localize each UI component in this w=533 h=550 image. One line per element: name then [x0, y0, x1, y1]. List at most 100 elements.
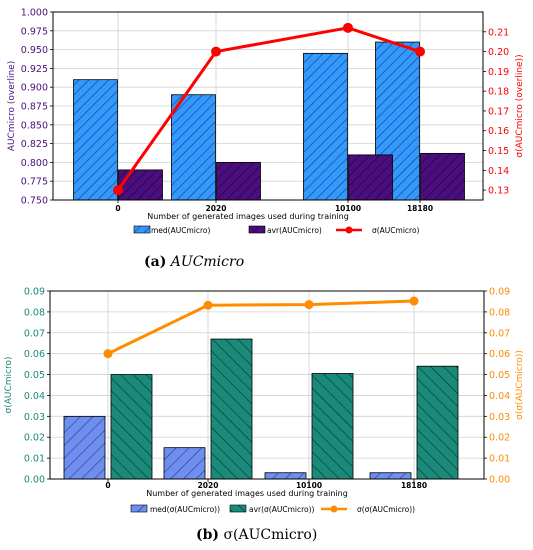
caption-b: (b) σ(AUCmicro) [196, 527, 317, 543]
y2-tick-label: 0.02 [489, 433, 510, 444]
legend-swatch-marker [330, 505, 338, 513]
y2-tick-label: 0.00 [489, 475, 510, 486]
y-tick-label: 0.07 [24, 328, 45, 339]
line-point [203, 300, 213, 310]
y-tick-label: 0.09 [24, 287, 45, 298]
caption-a: (a) AUCmicro [144, 254, 244, 270]
bar-med(AUCmicro) [171, 94, 216, 201]
bar-med(σ(AUCmicro)) [63, 415, 106, 480]
y-tick-label: 0.04 [24, 391, 45, 402]
bar-avr(AUCmicro) [348, 154, 393, 201]
line-point [343, 22, 353, 33]
legend-swatch [133, 225, 151, 234]
bar-avr(σ(AUCmicro)) [311, 373, 354, 480]
y-tick-label: 0.925 [21, 64, 48, 75]
y2-tick-label: 0.07 [489, 328, 510, 339]
y-tick-label: 0.950 [21, 45, 48, 56]
y2-axis-title: σ(σ(AUCmicro)) [515, 350, 525, 420]
y2-tick-label: 0.06 [489, 349, 510, 360]
y2-tick-label: 0.18 [488, 87, 509, 98]
x-tick-label: 0 [115, 204, 120, 213]
line-series-σ(AUCmicro) [116, 26, 421, 191]
y-tick-label: 0.08 [24, 307, 45, 318]
legend-swatch [130, 504, 148, 513]
y2-tick-label: 0.14 [488, 166, 509, 177]
y-tick-label: 0.875 [21, 102, 48, 113]
caption-a-text: AUCmicro [170, 254, 245, 270]
y2-tick-label: 0.09 [489, 287, 510, 298]
bar-avr(AUCmicro) [118, 169, 163, 201]
y2-tick-label: 0.05 [489, 370, 510, 381]
bar-med(AUCmicro) [73, 79, 118, 201]
legend-label: σ(σ(AUCmicro)) [357, 505, 415, 514]
y-tick-label: 0.05 [24, 370, 45, 381]
y-tick-label: 0.750 [21, 196, 48, 207]
caption-b-text: σ(AUCmicro) [223, 527, 318, 543]
chart-panel-b: 0.00 0.01 0.02 0.03 0.04 0.05 0.06 0.07 0.08 0.09… [4, 287, 525, 515]
bar-avr(σ(AUCmicro)) [110, 374, 153, 480]
y-tick-label: 0.975 [21, 26, 48, 37]
line-point [211, 46, 221, 57]
line-point [415, 46, 425, 57]
chart-panel-a: 0.750 0.775 0.800 0.825 0.850 0.875 0.900 0.925… [7, 8, 525, 236]
caption-b-tag: (b) [196, 527, 220, 543]
legend-label: med(AUCmicro) [151, 226, 210, 235]
y2-tick-label: 0.04 [489, 391, 510, 402]
y-axis-title: AUCmicro (overline) [7, 61, 17, 151]
caption-a-tag: (a) [144, 254, 167, 270]
y2-tick-label: 0.01 [489, 454, 510, 465]
y-tick-label: 0.03 [24, 412, 45, 423]
legend-label: σ(AUCmicro) [372, 226, 420, 235]
y2-tick-label: 0.13 [488, 186, 509, 197]
x-axis-title: Number of generated images used during t… [147, 212, 349, 221]
y2-tick-label: 0.03 [489, 412, 510, 423]
legend: med(AUCmicro) avr(AUCmicro) σ(AUCmicro) [133, 225, 420, 235]
bar-avr(AUCmicro) [420, 152, 465, 201]
x-tick-label: 2020 [198, 481, 219, 490]
line-point [113, 185, 123, 196]
line-series-σ(σ(AUCmicro)) [107, 299, 415, 356]
y2-tick-label: 0.17 [488, 106, 509, 117]
legend-swatch [248, 225, 266, 234]
legend-label: med(σ(AUCmicro)) [150, 505, 220, 514]
bar-med(σ(AUCmicro)) [163, 447, 206, 480]
y2-tick-label: 0.20 [488, 47, 509, 58]
bar-avr(AUCmicro) [216, 161, 261, 201]
bar-avr(σ(AUCmicro)) [416, 365, 459, 480]
bar-avr(σ(AUCmicro)) [210, 338, 253, 480]
x-tick-label: 10100 [335, 204, 361, 213]
line-point [103, 349, 113, 359]
y-tick-label: 0.825 [21, 139, 48, 150]
legend: med(σ(AUCmicro)) avr(σ(AUCmicro)) σ(σ(AUCm… [130, 504, 415, 514]
y2-tick-label: 0.15 [488, 146, 509, 157]
y-tick-label: 1.000 [21, 8, 48, 19]
y-tick-label: 0.850 [21, 120, 48, 131]
y2-tick-label: 0.08 [489, 307, 510, 318]
x-tick-label: 18180 [401, 481, 427, 490]
x-axis-title: Number of generated images used during t… [146, 489, 348, 498]
bar-med(σ(AUCmicro)) [369, 472, 412, 480]
plot-frame [49, 290, 485, 480]
bar-med(AUCmicro) [303, 52, 348, 201]
y2-axis-title: σ(AUCmicro (overline)) [515, 54, 525, 157]
legend-swatch [229, 504, 247, 513]
y-tick-label: 0.06 [24, 349, 45, 360]
legend-swatch-marker [345, 226, 353, 234]
x-tick-label: 2020 [206, 204, 227, 213]
legend-label: avr(AUCmicro) [267, 226, 322, 235]
line-point [409, 296, 419, 306]
y-tick-label: 0.800 [21, 158, 48, 169]
y2-tick-label: 0.21 [488, 27, 509, 38]
legend-label: avr(σ(AUCmicro)) [249, 505, 315, 514]
y-tick-label: 0.01 [24, 454, 45, 465]
y-tick-label: 0.775 [21, 177, 48, 188]
y-tick-label: 0.900 [21, 83, 48, 94]
y2-tick-label: 0.16 [488, 126, 509, 137]
x-tick-label: 10100 [296, 481, 322, 490]
y-tick-label: 0.00 [24, 475, 45, 486]
y-tick-label: 0.02 [24, 433, 45, 444]
y-axis-title: σ(AUCmicro) [4, 357, 14, 414]
bar-med(σ(AUCmicro)) [264, 472, 307, 480]
y2-tick-label: 0.19 [488, 67, 509, 78]
